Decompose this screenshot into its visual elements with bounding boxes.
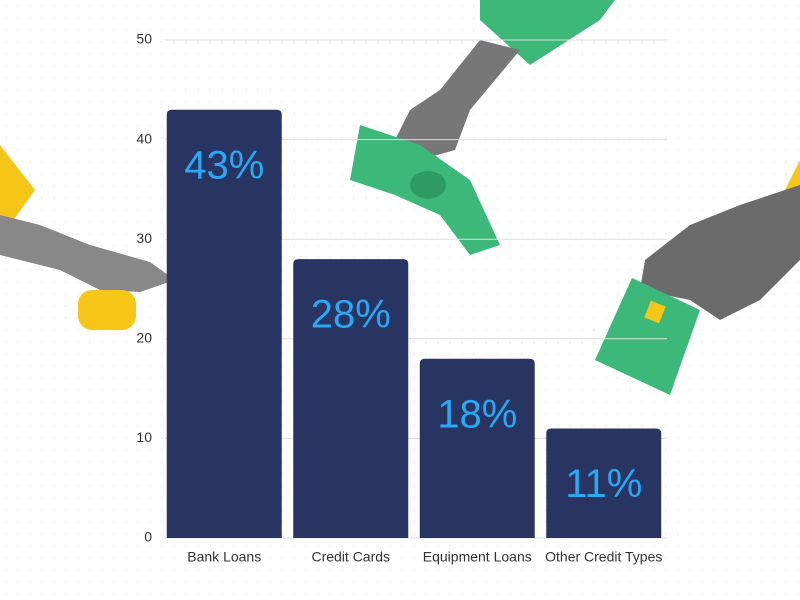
value-label: 11%	[565, 462, 642, 506]
bar	[419, 358, 535, 538]
y-tick-label: 20	[136, 330, 152, 346]
x-tick-label: Bank Loans	[187, 549, 261, 565]
y-tick-label: 40	[136, 130, 152, 146]
x-tick-label: Equipment Loans	[423, 549, 532, 565]
y-tick-label: 0	[144, 529, 152, 545]
bar	[293, 259, 409, 538]
y-tick-label: 10	[136, 429, 152, 445]
value-label: 28%	[311, 293, 391, 337]
decoration	[0, 0, 800, 395]
value-label: 18%	[437, 392, 517, 436]
x-tick-label: Credit Cards	[311, 549, 390, 565]
value-label: 43%	[184, 143, 264, 187]
bar	[546, 428, 662, 538]
y-tick-label: 50	[136, 31, 152, 47]
x-tick-label: Other Credit Types	[545, 549, 662, 565]
y-tick-label: 30	[136, 230, 152, 246]
bar	[166, 109, 282, 538]
